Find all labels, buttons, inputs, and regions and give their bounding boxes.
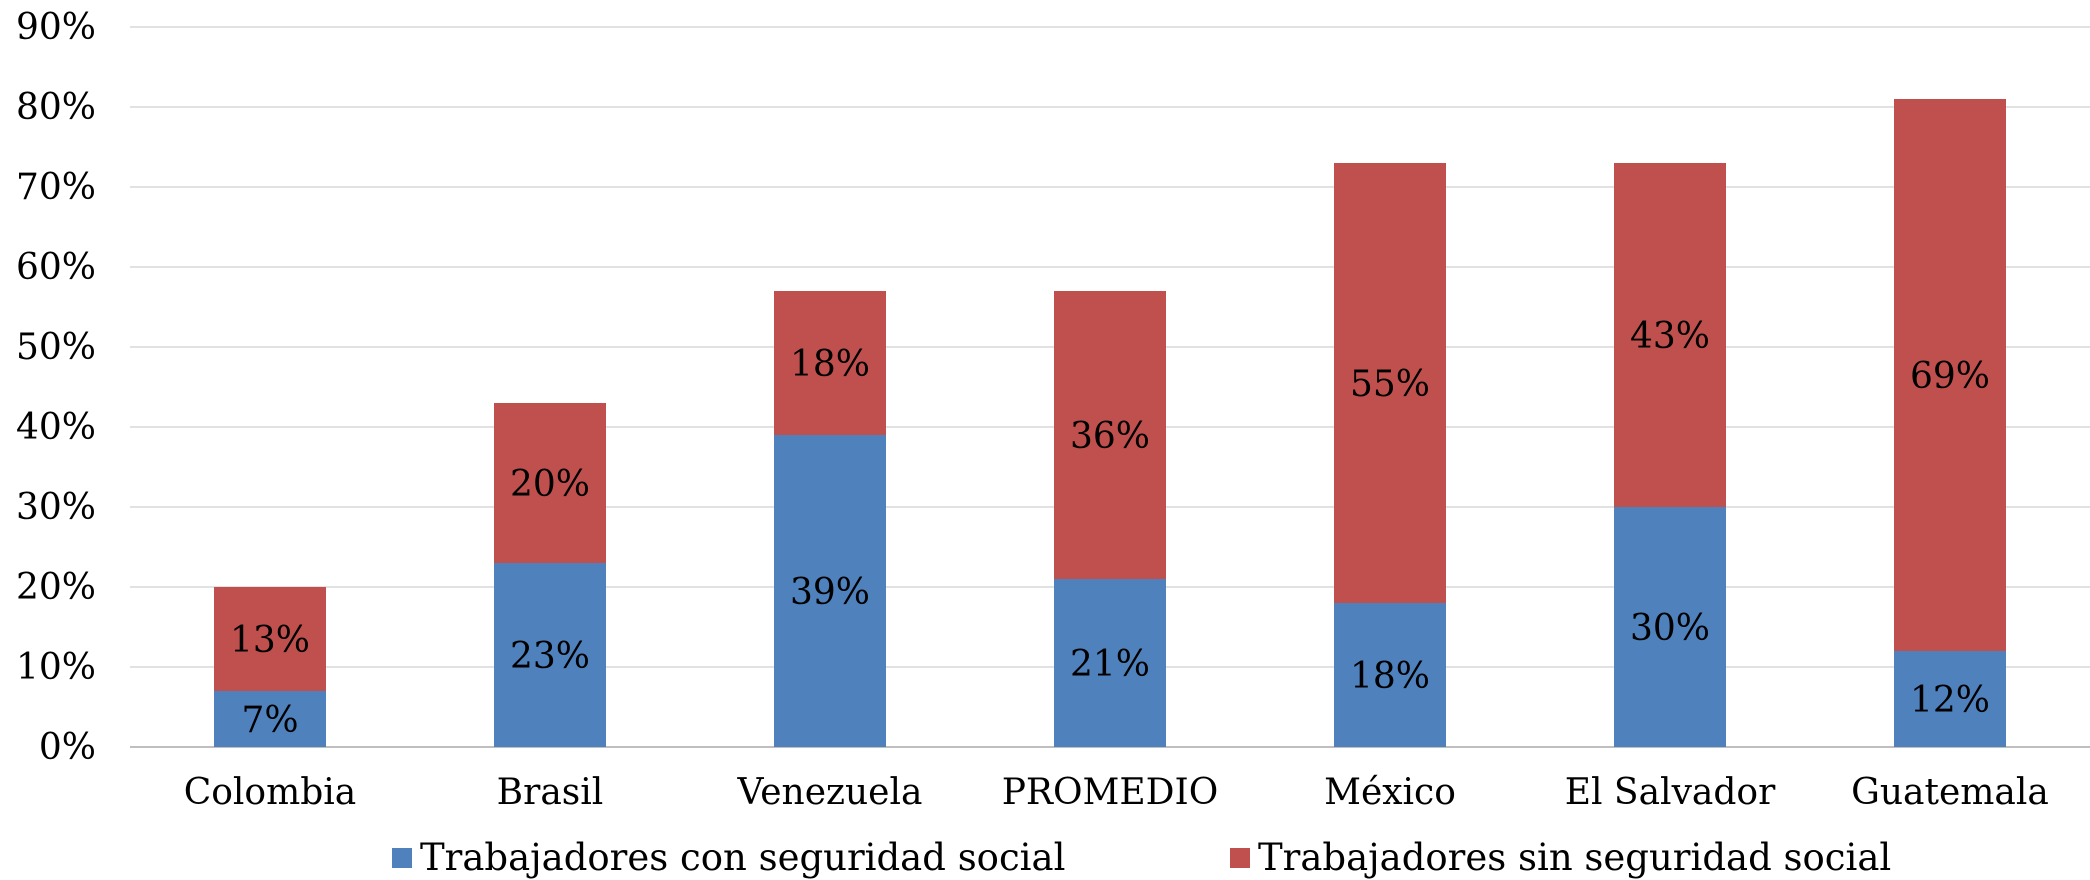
- y-axis-ticks: 0% 10% 20% 30% 40% 50% 60% 70% 80% 90%: [16, 7, 96, 768]
- y-tick-label: 20%: [16, 567, 96, 608]
- data-label: 13%: [230, 620, 310, 661]
- bars: [214, 99, 2006, 747]
- x-tick-label: PROMEDIO: [1002, 772, 1219, 813]
- y-tick-label: 80%: [16, 87, 96, 128]
- y-tick-label: 10%: [16, 647, 96, 688]
- data-label: 21%: [1070, 644, 1150, 685]
- y-tick-label: 60%: [16, 247, 96, 288]
- bar-segment: [774, 291, 886, 435]
- bar-segment: [494, 563, 606, 747]
- bar-segment: [1054, 291, 1166, 579]
- data-label: 43%: [1630, 316, 1710, 357]
- bar-segment: [774, 435, 886, 747]
- legend-item-con-seguridad: Trabajadores con seguridad social: [392, 836, 1065, 879]
- data-label: 55%: [1350, 364, 1430, 405]
- legend-item-sin-seguridad: Trabajadores sin seguridad social: [1230, 836, 1891, 879]
- y-tick-label: 0%: [39, 727, 96, 768]
- legend-label-sin-seguridad: Trabajadores sin seguridad social: [1258, 836, 1892, 879]
- bar-segment: [1334, 603, 1446, 747]
- y-tick-label: 90%: [16, 7, 96, 48]
- bar-segment: [214, 587, 326, 691]
- legend-swatch-con-seguridad: [392, 847, 412, 868]
- data-label: 30%: [1630, 608, 1710, 649]
- legend-label-con-seguridad: Trabajadores con seguridad social: [420, 836, 1066, 879]
- bar-segment: [1334, 163, 1446, 603]
- x-axis-ticks: Colombia Brasil Venezuela PROMEDIO México El …: [184, 772, 2049, 813]
- bar-segment: [1054, 579, 1166, 747]
- legend: Trabajadores con seguridad social Trabaj…: [0, 832, 2090, 880]
- x-tick-label: Venezuela: [737, 772, 923, 813]
- data-label: 18%: [1350, 656, 1430, 697]
- bar-segment: [214, 691, 326, 747]
- bar-segment: [1614, 163, 1726, 507]
- x-tick-label: El Salvador: [1565, 772, 1776, 813]
- x-tick-label: Guatemala: [1851, 772, 2049, 813]
- bar-segment: [1894, 651, 2006, 747]
- y-tick-label: 30%: [16, 487, 96, 528]
- bar-segment: [494, 403, 606, 563]
- data-label: 18%: [790, 344, 870, 385]
- x-tick-label: México: [1324, 772, 1456, 813]
- legend-swatch-sin-seguridad: [1230, 847, 1250, 868]
- y-tick-label: 40%: [16, 407, 96, 448]
- bar-segment: [1614, 507, 1726, 747]
- x-tick-label: Colombia: [184, 772, 357, 813]
- data-label: 36%: [1070, 416, 1150, 457]
- data-label: 12%: [1910, 680, 1990, 721]
- data-label: 69%: [1910, 356, 1990, 397]
- stacked-bar-chart: 0% 10% 20% 30% 40% 50% 60% 70% 80% 90% 7% 13% 23% 20…: [16, 7, 2090, 813]
- data-label: 39%: [790, 572, 870, 613]
- data-label: 20%: [510, 464, 590, 505]
- data-label: 7%: [241, 700, 298, 741]
- data-labels: 7% 13% 23% 20% 39% 18% 21% 36% 18% 55% 30% 43% 12% 69…: [230, 316, 1990, 741]
- y-tick-label: 70%: [16, 167, 96, 208]
- bar-segment: [1894, 99, 2006, 651]
- y-tick-label: 50%: [16, 327, 96, 368]
- x-tick-label: Brasil: [497, 772, 604, 813]
- data-label: 23%: [510, 636, 590, 677]
